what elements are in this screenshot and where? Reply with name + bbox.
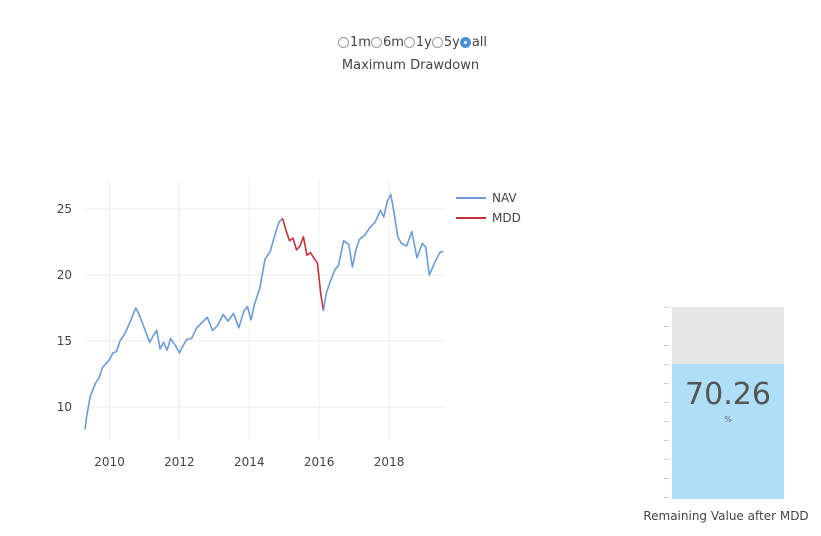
gauge-tick xyxy=(664,402,669,403)
range-label-all: all xyxy=(471,34,488,50)
gauge-tick xyxy=(664,478,669,479)
legend-item-nav[interactable]: NAV xyxy=(456,188,521,208)
gauge-tick xyxy=(664,497,669,498)
gauge-tick xyxy=(664,307,669,308)
series-line-nav-2 xyxy=(322,193,444,311)
x-tick-label: 2016 xyxy=(304,455,335,469)
chart-title: Maximum Drawdown xyxy=(341,58,480,73)
range-selector: 1m 6m 1y 5y all xyxy=(338,33,487,51)
series-line-mdd-1 xyxy=(281,218,325,311)
x-tick-label: 2018 xyxy=(374,455,405,469)
range-label-1y: 1y xyxy=(415,34,432,50)
gauge-tick xyxy=(664,383,669,384)
range-option-5y[interactable]: 5y xyxy=(431,34,460,50)
x-tick-label: 2010 xyxy=(94,455,125,469)
remaining-value-gauge: 70.26 % xyxy=(672,307,784,499)
gauge-ticks xyxy=(662,307,670,499)
range-label-1m: 1m xyxy=(350,34,371,50)
gauge-tick xyxy=(664,345,669,346)
range-label-6m: 6m xyxy=(382,34,404,50)
legend-swatch xyxy=(456,197,486,199)
x-tick-label: 2014 xyxy=(234,455,265,469)
legend: NAV MDD xyxy=(456,188,521,228)
radio-5y[interactable] xyxy=(431,36,443,48)
radio-all[interactable] xyxy=(459,36,471,48)
gauge-unit: % xyxy=(724,415,732,424)
range-option-6m[interactable]: 6m xyxy=(370,34,404,50)
range-option-all[interactable]: all xyxy=(459,34,488,50)
legend-item-mdd[interactable]: MDD xyxy=(456,208,521,228)
radio-1m[interactable] xyxy=(338,36,349,48)
gauge-value: 70.26 xyxy=(685,377,771,412)
gauge-tick xyxy=(664,459,669,460)
gauge-label: Remaining Value after MDD xyxy=(643,509,809,523)
gauge-tick xyxy=(664,364,669,365)
legend-label: MDD xyxy=(492,211,521,225)
radio-6m[interactable] xyxy=(370,36,382,48)
gauge-fill xyxy=(672,364,784,499)
legend-swatch xyxy=(456,217,486,219)
y-tick-label: 15 xyxy=(57,334,72,348)
range-label-5y: 5y xyxy=(443,34,460,50)
radio-1y[interactable] xyxy=(403,36,415,48)
gauge-tick xyxy=(664,421,669,422)
x-tick-label: 2012 xyxy=(164,455,195,469)
gauge-tick xyxy=(664,326,669,327)
y-tick-label: 10 xyxy=(57,400,72,414)
gauge-tick xyxy=(664,440,669,441)
y-tick-label: 25 xyxy=(57,202,72,216)
y-tick-label: 20 xyxy=(57,268,72,282)
legend-label: NAV xyxy=(492,191,517,205)
range-option-1y[interactable]: 1y xyxy=(403,34,432,50)
range-option-1m[interactable]: 1m xyxy=(338,35,371,50)
series-line-nav-0 xyxy=(84,217,284,430)
